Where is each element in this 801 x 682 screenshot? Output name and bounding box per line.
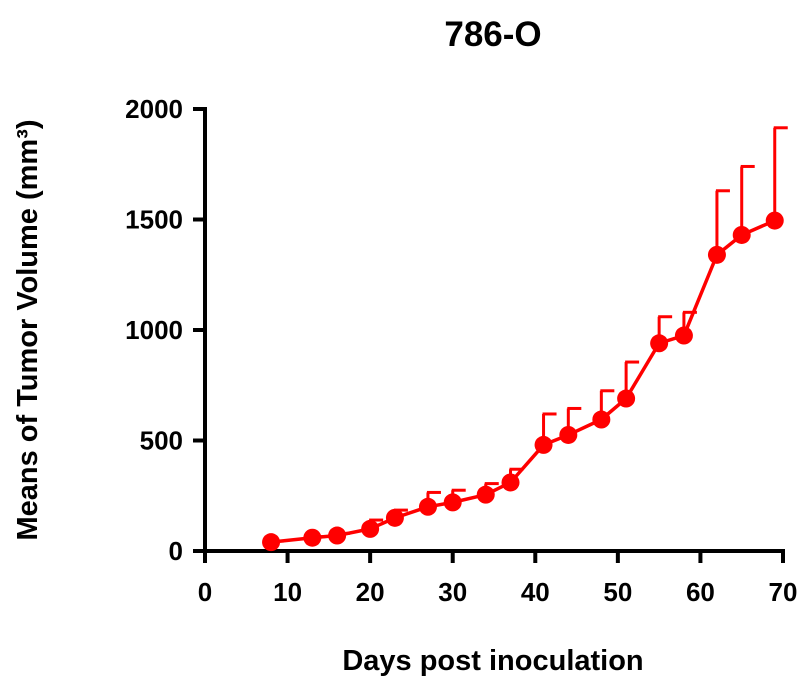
data-point [617, 389, 636, 408]
y-axis-ticks: 0 500 1000 1500 2000 [125, 94, 205, 566]
data-point [534, 435, 553, 454]
x-tick-label: 30 [438, 577, 467, 607]
data-point [476, 485, 495, 504]
x-axis-title: Days post inoculation [342, 645, 643, 677]
y-tick-label: 0 [169, 536, 183, 566]
data-point [262, 533, 281, 552]
y-axis-title: Means of Tumor Volume (mm³) [12, 119, 44, 540]
data-point [328, 526, 347, 545]
x-tick-label: 70 [769, 577, 798, 607]
data-point [385, 508, 404, 527]
y-tick-label: 1500 [125, 205, 183, 235]
data-point [765, 211, 784, 230]
x-tick-label: 60 [686, 577, 715, 607]
y-tick-label: 500 [140, 426, 183, 456]
data-point [361, 519, 380, 538]
axes [203, 107, 785, 553]
data-point [303, 528, 322, 547]
x-tick-label: 0 [198, 577, 212, 607]
data-point [650, 334, 669, 353]
y-tick-label: 2000 [125, 94, 183, 124]
data-point [674, 326, 693, 345]
data-point [732, 225, 751, 244]
data-series [262, 126, 788, 552]
data-point [707, 245, 726, 264]
x-tick-label: 20 [356, 577, 385, 607]
x-axis-ticks: 0 10 20 30 40 50 60 70 [198, 551, 798, 607]
data-point [592, 410, 611, 429]
y-tick-label: 1000 [125, 315, 183, 345]
data-point [559, 425, 578, 444]
x-tick-label: 40 [521, 577, 550, 607]
x-tick-label: 50 [603, 577, 632, 607]
data-point [443, 493, 462, 512]
series-line [270, 219, 776, 544]
x-tick-label: 10 [273, 577, 302, 607]
data-point [501, 473, 520, 492]
data-point [418, 497, 437, 516]
chart-title: 786-O [444, 15, 541, 54]
